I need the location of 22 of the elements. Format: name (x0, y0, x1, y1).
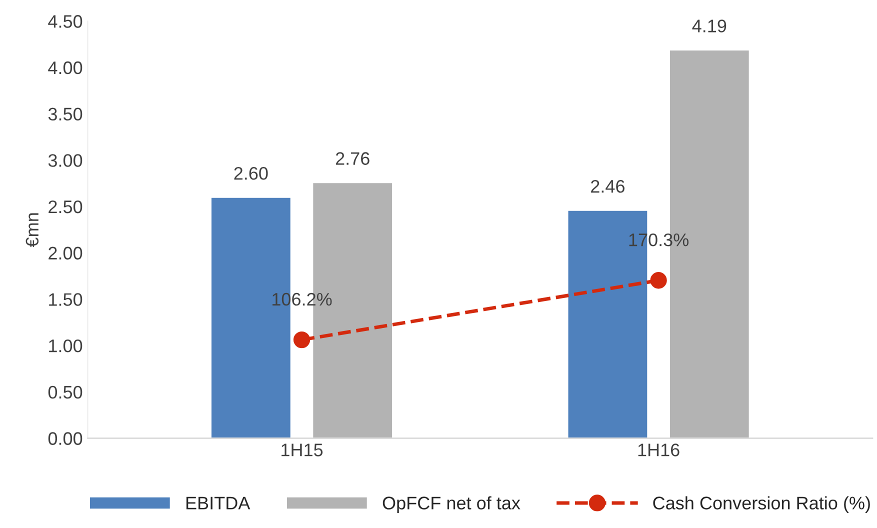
y-axis-title: €mn (26, 213, 39, 248)
text: 1.00 (49, 339, 82, 352)
text: 1.50 (49, 293, 82, 306)
data-label: 4.19 (692, 20, 726, 32)
x-tick-label: 1H15 (282, 444, 323, 456)
data-label: 106.2% (272, 292, 332, 306)
legend-label: OpFCF net of tax (382, 496, 520, 514)
text: 0.50 (48, 386, 82, 399)
text: 4.00 (48, 61, 82, 74)
data-label: 2.60 (234, 166, 268, 180)
text: 0.00 (48, 432, 82, 445)
legend-label: Cash Conversion Ratio (%) (653, 496, 870, 514)
text: 3.50 (48, 108, 82, 121)
legend-label: EBITDA (186, 496, 250, 510)
x-tick-label: 1H16 (638, 444, 680, 456)
text: 3.00 (48, 154, 82, 167)
data-label: 170.3% (629, 233, 689, 246)
text: 4.50 (48, 15, 82, 28)
data-label: 2.46 (591, 180, 624, 193)
data-label: 2.76 (336, 152, 370, 165)
text: 2.00 (48, 246, 82, 260)
text: 2.50 (48, 200, 82, 214)
